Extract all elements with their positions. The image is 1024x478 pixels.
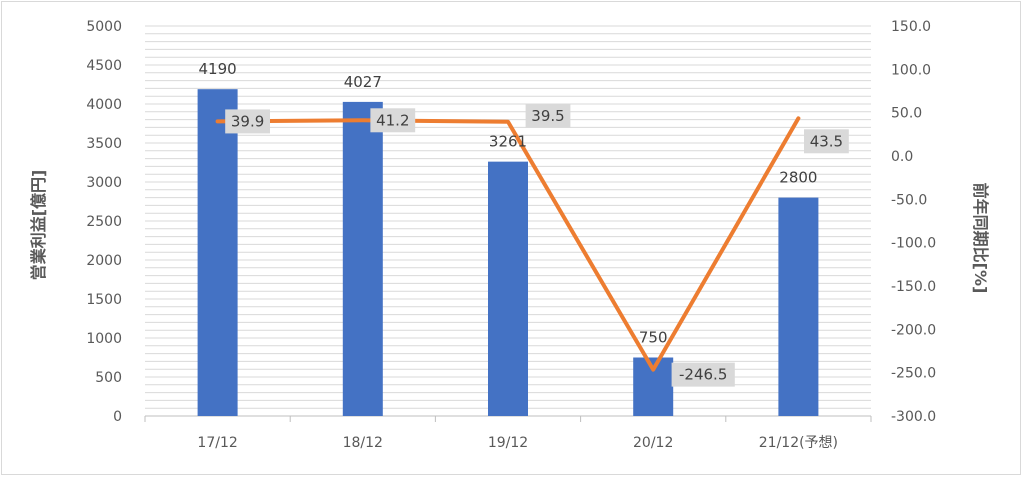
line-label-text: 39.5 xyxy=(531,107,564,125)
line-data-label: 39.5 xyxy=(525,103,571,128)
line-label-box xyxy=(525,103,571,128)
right-axis-ticks: -300.0 -250.0 -200.0 -150.0 -100.0 -50.0 0.0 50… xyxy=(891,19,936,425)
line-path xyxy=(215,116,801,372)
right-tick-label: -150.0 xyxy=(891,279,936,295)
bar-data-label: 2800 xyxy=(779,169,817,187)
bar-data-labels: 4190 4027 3261 750 2800 xyxy=(199,60,818,346)
right-axis-title: 前年同期比[%] xyxy=(971,183,990,294)
line-label-box xyxy=(225,109,270,134)
bar-data-label: 750 xyxy=(639,329,668,347)
line-data-label: 43.5 xyxy=(804,129,849,154)
left-tick-label: 2500 xyxy=(86,214,122,230)
line-label-box xyxy=(370,108,416,133)
line-label-text: 41.2 xyxy=(376,111,409,129)
category-label: 19/12 xyxy=(488,435,528,451)
bar-series xyxy=(197,89,819,417)
line-label-box xyxy=(671,362,735,387)
right-tick-label: 100.0 xyxy=(891,62,931,78)
line-label-box xyxy=(804,129,849,154)
left-tick-label: 1000 xyxy=(86,331,122,347)
category-label: 18/12 xyxy=(343,435,383,451)
category-label: 21/12(予想) xyxy=(759,435,838,451)
left-tick-label: 0 xyxy=(113,409,122,425)
right-tick-label: -50.0 xyxy=(891,192,927,208)
bar xyxy=(488,161,528,416)
right-tick-label: -300.0 xyxy=(891,409,936,425)
left-tick-label: 3000 xyxy=(86,175,122,191)
right-tick-label: -100.0 xyxy=(891,236,936,252)
right-tick-label: 0.0 xyxy=(891,149,913,165)
line-label-text: 43.5 xyxy=(810,132,843,150)
bar-data-label: 3261 xyxy=(489,133,527,151)
right-tick-label: -250.0 xyxy=(891,366,936,382)
left-tick-label: 4000 xyxy=(86,97,122,113)
left-axis-title: 営業利益[億円] xyxy=(29,170,48,281)
left-tick-label: 3500 xyxy=(86,136,122,152)
category-axis-ticks: 17/12 18/12 19/12 20/12 21/12(予想) xyxy=(197,435,838,451)
left-tick-label: 500 xyxy=(95,370,122,386)
bar-data-label: 4027 xyxy=(344,73,382,91)
right-tick-label: -200.0 xyxy=(891,322,936,338)
right-tick-label: 50.0 xyxy=(891,106,922,122)
left-tick-label: 4500 xyxy=(86,58,122,74)
line-data-label: 39.9 xyxy=(225,109,270,134)
bar xyxy=(778,197,819,416)
bar-data-label: 4190 xyxy=(199,60,237,78)
left-tick-label: 2000 xyxy=(86,253,122,269)
line-data-label: -246.5 xyxy=(671,362,735,387)
category-label: 17/12 xyxy=(197,435,237,451)
bar xyxy=(342,101,383,417)
right-tick-label: 150.0 xyxy=(891,19,931,35)
line-label-text: 39.9 xyxy=(231,112,264,130)
line-label-text: -246.5 xyxy=(679,366,727,384)
line-data-labels: 39.9 41.2 39.5 -246.5 43.5 xyxy=(225,103,849,387)
left-axis-ticks: 0 500 1000 1500 2000 2500 3000 3500 4000 4500 5000 xyxy=(86,19,122,425)
line-series xyxy=(215,116,801,372)
line-data-label: 41.2 xyxy=(370,108,416,133)
bar xyxy=(197,89,238,417)
category-label: 20/12 xyxy=(633,435,673,451)
left-tick-label: 1500 xyxy=(86,292,122,308)
left-tick-label: 5000 xyxy=(86,19,122,35)
